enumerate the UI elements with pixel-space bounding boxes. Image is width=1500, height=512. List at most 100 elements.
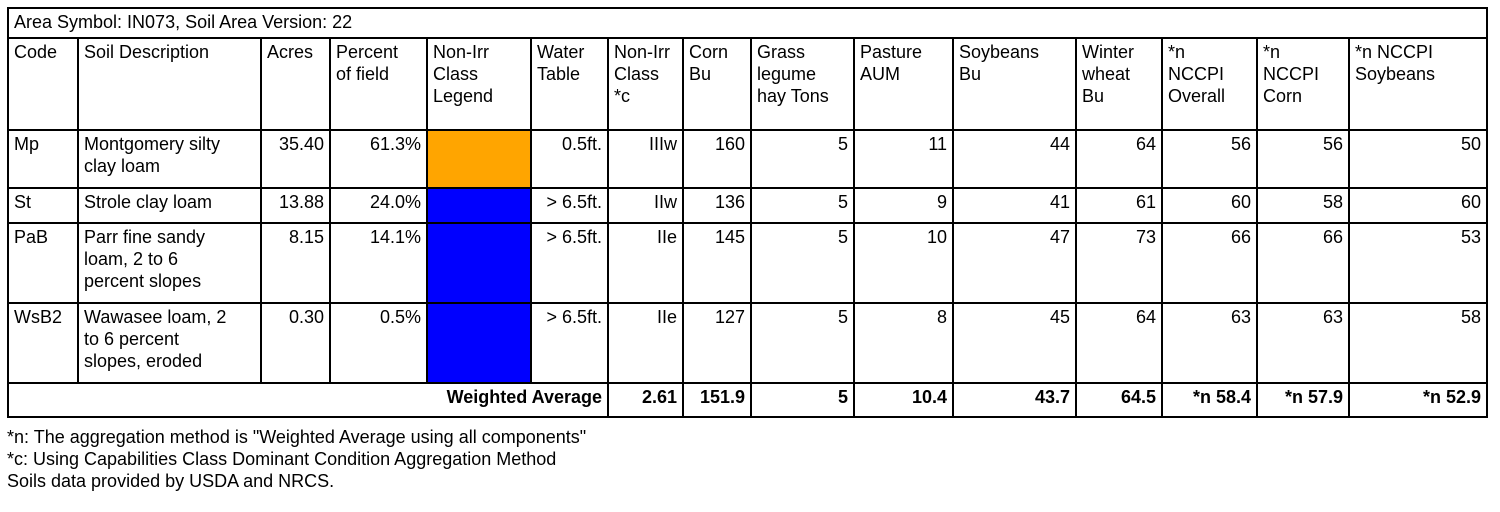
weighted-nccpi-corn: *n 57.9 [1256, 382, 1350, 418]
description-line: loam, 2 to 6 [84, 249, 179, 269]
cell-corn: 145 [682, 222, 752, 304]
header-pasture: Pasture AUM [853, 37, 954, 131]
weighted-class: 2.61 [607, 382, 684, 418]
cell-corn: 127 [682, 302, 752, 384]
cell-corn: 136 [682, 187, 752, 224]
cell-wheat: 64 [1075, 129, 1163, 189]
table-row: Mp Montgomery silty clay loam 35.40 61.3% 0.5… [7, 129, 1489, 189]
header-line: Soybeans [1355, 64, 1436, 84]
table-row: PaB Parr fine sandy loam, 2 to 6 percent sl… [7, 222, 1489, 304]
cell-nccpi-corn: 56 [1256, 129, 1350, 189]
cell-soybeans: 41 [952, 187, 1077, 224]
header-line: *n [1168, 42, 1186, 62]
header-legend: Non-Irr Class Legend [426, 37, 532, 131]
description-line: to 6 percent [84, 329, 180, 349]
weighted-nccpi-overall: *n 58.4 [1161, 382, 1258, 418]
header-line: Non-Irr [614, 42, 671, 62]
cell-grass: 5 [750, 187, 855, 224]
header-nccpi-corn: *n NCCPI Corn [1256, 37, 1350, 131]
header-line: NCCPI [1263, 64, 1320, 84]
cell-nccpi-overall: 66 [1161, 222, 1258, 304]
weighted-grass: 5 [750, 382, 855, 418]
header-line: Bu [1082, 86, 1105, 106]
cell-code: St [7, 187, 79, 224]
header-soybeans: Soybeans Bu [952, 37, 1077, 131]
header-line: Soybeans [959, 42, 1040, 62]
description-line: percent slopes [84, 271, 202, 291]
cell-soybeans: 45 [952, 302, 1077, 384]
cell-legend-swatch [426, 187, 532, 224]
cell-percent: 24.0% [329, 187, 428, 224]
cell-percent: 61.3% [329, 129, 428, 189]
description-line: clay loam [84, 156, 161, 176]
header-line: Water [537, 42, 585, 62]
soil-table: Area Symbol: IN073, Soil Area Version: 2… [6, 7, 1489, 418]
header-acres: Acres [260, 37, 331, 131]
header-row: Code Soil Description Acres Percent of fi… [7, 37, 1489, 131]
cell-nccpi-corn: 66 [1256, 222, 1350, 304]
cell-nccpi-soy: 53 [1347, 222, 1489, 304]
cell-grass: 5 [750, 302, 855, 384]
cell-grass: 5 [750, 222, 855, 304]
header-line: AUM [860, 64, 900, 84]
cell-water: > 6.5ft. [530, 222, 609, 304]
header-line: of field [336, 64, 390, 84]
cell-description: Montgomery silty clay loam [77, 129, 262, 189]
header-line: Winter [1082, 42, 1135, 62]
header-water-table: Water Table [530, 37, 609, 131]
header-nccpi-overall: *n NCCPI Overall [1161, 37, 1258, 131]
title-row: Area Symbol: IN073, Soil Area Version: 2… [6, 7, 1489, 39]
header-class: Non-Irr Class *c [607, 37, 684, 131]
cell-nccpi-overall: 63 [1161, 302, 1258, 384]
header-line: Class [433, 64, 479, 84]
header-nccpi-soybeans: *n NCCPI Soybeans [1347, 37, 1489, 131]
cell-water: 0.5ft. [530, 129, 609, 189]
cell-code: WsB2 [7, 302, 79, 384]
table-title: Area Symbol: IN073, Soil Area Version: 2… [6, 7, 1489, 39]
cell-legend-swatch [426, 302, 532, 384]
cell-percent: 0.5% [329, 302, 428, 384]
cell-nccpi-corn: 63 [1256, 302, 1350, 384]
footnote-c: *c: Using Capabilities Class Dominant Co… [7, 449, 557, 469]
cell-wheat: 64 [1075, 302, 1163, 384]
cell-soybeans: 47 [952, 222, 1077, 304]
header-description: Soil Description [77, 37, 262, 131]
description-line: Strole clay loam [84, 192, 213, 212]
cell-class: IIe [607, 222, 684, 304]
header-line: Corn [689, 42, 729, 62]
description-line: slopes, eroded [84, 351, 203, 371]
header-line: Grass [757, 42, 806, 62]
cell-acres: 35.40 [260, 129, 331, 189]
table-row: St Strole clay loam 13.88 24.0% > 6.5ft. IIw 1… [7, 187, 1489, 224]
cell-class: IIw [607, 187, 684, 224]
cell-nccpi-soy: 50 [1347, 129, 1489, 189]
footnotes: *n: The aggregation method is "Weighted … [7, 426, 586, 492]
cell-acres: 8.15 [260, 222, 331, 304]
table-row: WsB2 Wawasee loam, 2 to 6 percent slopes, e… [7, 302, 1489, 384]
description-line: Wawasee loam, 2 [84, 307, 227, 327]
weighted-average-label: Weighted Average [7, 382, 609, 418]
cell-nccpi-overall: 56 [1161, 129, 1258, 189]
header-line: *n [1263, 42, 1281, 62]
header-grass: Grass legume hay Tons [750, 37, 855, 131]
cell-nccpi-soy: 60 [1347, 187, 1489, 224]
cell-acres: 0.30 [260, 302, 331, 384]
cell-wheat: 73 [1075, 222, 1163, 304]
header-line: wheat [1082, 64, 1131, 84]
cell-code: PaB [7, 222, 79, 304]
cell-soybeans: 44 [952, 129, 1077, 189]
cell-water: > 6.5ft. [530, 302, 609, 384]
cell-description: Parr fine sandy loam, 2 to 6 percent slope… [77, 222, 262, 304]
cell-nccpi-soy: 58 [1347, 302, 1489, 384]
cell-acres: 13.88 [260, 187, 331, 224]
cell-wheat: 61 [1075, 187, 1163, 224]
weighted-corn: 151.9 [682, 382, 752, 418]
description-line: Parr fine sandy [84, 227, 206, 247]
weighted-pasture: 10.4 [853, 382, 954, 418]
cell-corn: 160 [682, 129, 752, 189]
cell-percent: 14.1% [329, 222, 428, 304]
weighted-soybeans: 43.7 [952, 382, 1077, 418]
footnote-n: *n: The aggregation method is "Weighted … [7, 427, 587, 447]
cell-pasture: 8 [853, 302, 954, 384]
header-line: *c [614, 86, 631, 106]
